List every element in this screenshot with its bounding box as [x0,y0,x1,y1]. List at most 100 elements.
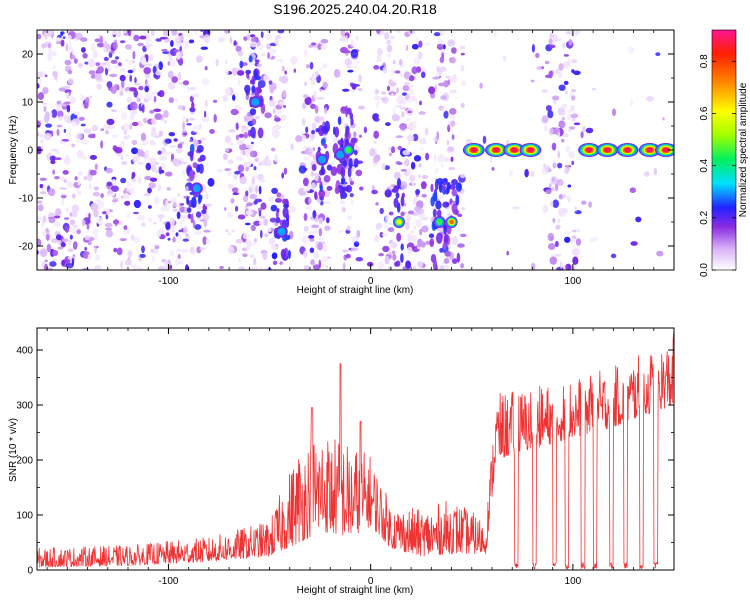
spectrogram-streak [275,217,281,224]
spectrogram-streak [452,258,458,264]
spectrogram-speckle [262,251,268,261]
spectrogram-speckle [129,123,133,130]
spectrogram-speckle [174,98,179,103]
spectrogram-streak [251,85,256,93]
spectrogram-speckle [239,143,247,151]
spectrogram-speckle [155,38,162,42]
spectrogram-speckle [316,237,325,241]
spectrogram-speckle [129,87,137,92]
spectrogram-speckle [235,239,243,244]
spectrogram-speckle [49,261,57,267]
spectrogram-speckle [310,78,316,85]
spectrogram-speckle [140,132,147,141]
spectrogram-speckle [225,229,229,233]
spectrogram-streak [326,164,333,171]
spectrogram-peak [624,147,631,153]
spectrogram-speckle [227,211,233,218]
spectrogram-speckle [375,202,379,206]
spectrogram-speckle [441,108,447,112]
spectrogram-speckle [231,67,238,76]
spectrogram-streak [322,125,329,135]
spectrogram-speckle [412,133,419,142]
spectrogram-speckle [192,124,200,133]
spectrogram-speckle [420,181,427,190]
spectrogram-speckle [266,30,272,34]
spectrogram-speckle [304,175,310,178]
spectrogram-speckle [43,31,48,40]
spectrogram-streak [199,154,206,162]
spectrogram-streak [249,108,257,116]
spectrogram-speckle [187,213,192,219]
spectrogram-speckle [186,123,192,126]
spectrogram-streak [429,238,435,248]
spectrogram-speckle [441,30,445,36]
spectrogram-speckle [407,246,413,255]
spectrogram-speckle [236,70,245,76]
spectrogram-speckle [189,139,193,143]
spectrogram-speckle [169,32,173,36]
spectrogram-speckle [258,221,265,225]
spectrogram-speckle [304,49,308,58]
spectrogram-speckle [88,182,92,190]
spectrogram-speckle [436,43,444,50]
spectrogram-speckle [479,82,483,89]
spectrogram-speckle [139,35,147,40]
spectrogram-speckle [133,211,139,215]
spectrogram-speckle [245,210,254,215]
spectrogram-speckle [460,52,465,56]
spectrogram-speckle [258,207,262,212]
spectrogram-speckle [37,33,42,40]
spectrogram-speckle [84,235,90,240]
spectrogram-streak [254,87,260,99]
spectrogram-speckle [571,59,578,64]
spectrogram-speckle [168,81,176,90]
spectrogram-speckle [381,91,387,95]
spectrogram-speckle [67,248,74,252]
spectrogram-peak [277,227,286,236]
spectrogram-speckle [549,200,554,207]
spectrogram-speckle [565,31,573,35]
spectrogram-speckle [219,265,224,270]
colorbar: 0.0 0.2 0.4 0.6 0.8 Normalized spectral ampl… [699,29,749,277]
spectrogram-speckle [269,217,277,223]
spectrogram-speckle [566,114,572,121]
spectrogram-speckle [398,59,403,66]
spectrogram-speckle [75,117,80,125]
spectrogram-speckle [177,193,181,197]
spectrogram-speckle [434,153,437,163]
spectrogram-speckle [90,203,99,211]
spectrogram-speckle [216,169,224,173]
spectrogram-speckle [581,200,587,205]
spectrogram-speckle [245,222,251,226]
spectrogram-speckle [70,226,79,235]
spectrogram-speckle [384,255,390,265]
spectrogram-speckle [227,246,235,254]
spectrogram-speckle [175,248,183,252]
spectrogram-speckle [308,44,314,48]
spectrogram-speckle [646,95,654,102]
spectrogram-speckle [570,113,579,119]
spectrogram-speckle [39,191,47,195]
spectrogram-frame [36,29,675,271]
spectrogram-speckle [309,247,315,253]
spectrogram-streak [337,116,342,125]
spectrogram-speckle [217,36,225,43]
spectrogram-speckle [328,162,334,166]
spectrogram-speckle [396,87,399,94]
spectrogram-speckle [64,59,72,66]
spectrogram-speckle [351,83,357,90]
spectrogram-speckle [51,109,58,118]
spectrogram-speckle [369,148,376,157]
spectrogram-speckle [443,258,450,264]
spectrogram-speckle [103,40,108,49]
spectrogram-streak [271,187,278,194]
spectrogram-speckle [56,124,63,128]
spectrogram-speckle [170,224,176,233]
spectrogram-speckle [655,52,661,56]
spectrogram-streak [340,188,344,200]
spectrogram-speckle [168,200,172,204]
spectrogram-speckle [420,71,426,79]
spectrogram-speckle [552,99,557,105]
spectrogram-speckle [384,189,392,198]
spectrogram-y-tick-label: 0 [27,146,33,157]
